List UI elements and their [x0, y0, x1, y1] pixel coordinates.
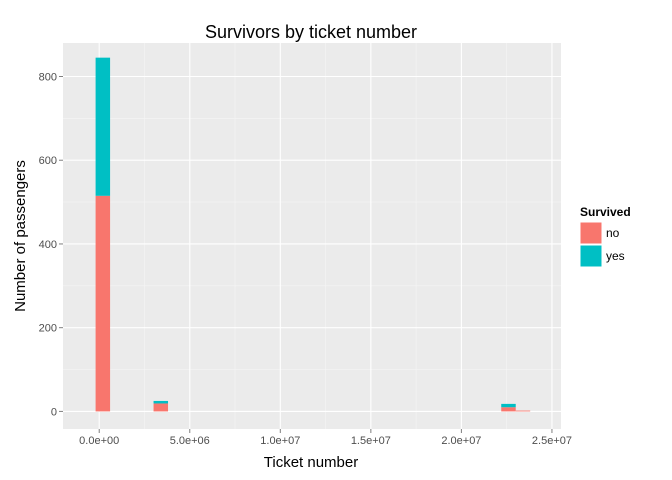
bar-segment-yes [153, 400, 169, 404]
y-tick-label: 600 [39, 155, 57, 167]
x-tick-label: 2.0e+07 [441, 435, 481, 447]
y-axis-title: Number of passengers [12, 160, 29, 312]
legend-key-yes [579, 244, 603, 268]
plot-panel [63, 43, 561, 429]
x-tick-label: 2.5e+07 [532, 435, 572, 447]
bar-segment-yes [501, 403, 516, 408]
legend: Survived no yes [579, 205, 631, 268]
x-tick-label: 5.0e+06 [170, 435, 210, 447]
bar-segment-no [501, 407, 516, 412]
x-tick-label: 1.5e+07 [351, 435, 391, 447]
bar-segment-no [95, 195, 111, 412]
y-axis-ticks: 0 200 400 600 800 [39, 71, 63, 418]
x-axis-title: Ticket number [264, 454, 358, 471]
minor-grid [63, 43, 561, 429]
legend-label-yes: yes [606, 249, 625, 263]
bar-segment-no [153, 403, 169, 412]
bar-segment-yes [95, 57, 111, 196]
y-tick-label: 0 [51, 406, 57, 418]
legend-title: Survived [580, 205, 631, 219]
major-grid [63, 43, 561, 429]
bars [95, 57, 531, 412]
y-tick-label: 800 [39, 71, 57, 83]
y-tick-label: 200 [39, 323, 57, 335]
x-axis-ticks: 0.0e+00 5.0e+06 1.0e+07 1.5e+07 2.0e+07 2.5e+… [79, 429, 572, 447]
y-tick-label: 400 [39, 239, 57, 251]
chart-title: Survivors by ticket number [205, 22, 417, 42]
x-tick-label: 0.0e+00 [79, 435, 119, 447]
bar-segment-no [515, 410, 531, 412]
legend-key-no [579, 221, 603, 245]
legend-label-no: no [606, 226, 620, 240]
x-tick-label: 1.0e+07 [260, 435, 300, 447]
